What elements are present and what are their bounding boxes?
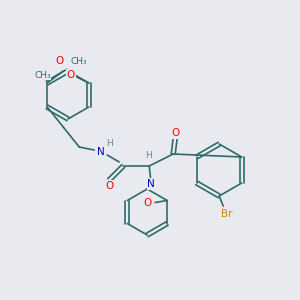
Text: N: N	[97, 147, 105, 157]
Text: O: O	[55, 56, 63, 66]
Text: H: H	[106, 140, 112, 148]
Text: N: N	[147, 179, 155, 189]
Text: O: O	[171, 128, 179, 138]
Text: Br: Br	[221, 209, 233, 219]
Text: O: O	[67, 70, 75, 80]
Text: H: H	[145, 152, 152, 160]
Text: O: O	[105, 181, 113, 191]
Text: CH₃: CH₃	[70, 56, 87, 65]
Text: O: O	[143, 197, 151, 208]
Text: CH₃: CH₃	[34, 70, 51, 80]
